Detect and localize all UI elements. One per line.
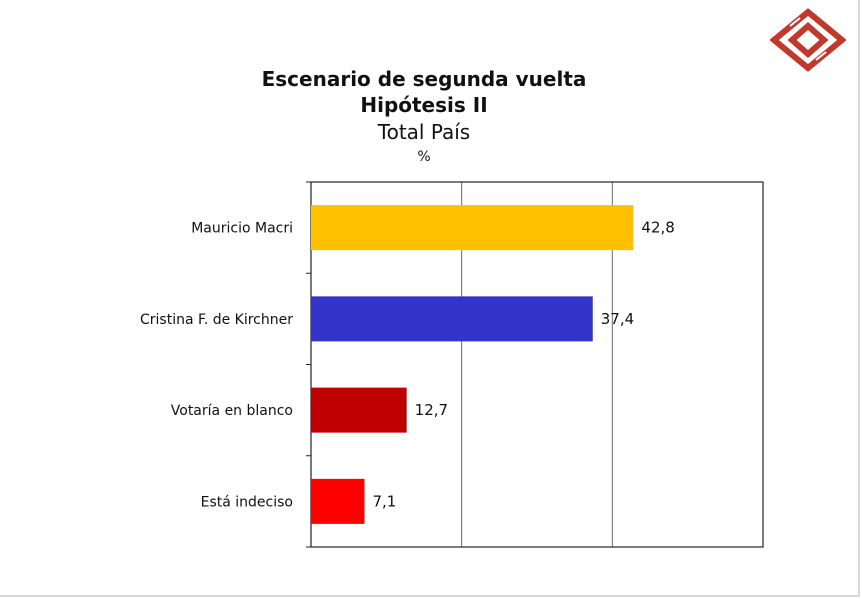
category-label: Cristina F. de Kirchner bbox=[140, 312, 293, 328]
bar bbox=[311, 296, 593, 342]
data-label: 7,1 bbox=[372, 492, 396, 510]
data-label: 12,7 bbox=[415, 401, 448, 419]
chart-subtitle: Hipótesis II bbox=[360, 93, 488, 117]
brand-logo-icon bbox=[770, 8, 846, 72]
category-label: Mauricio Macri bbox=[191, 221, 293, 237]
data-label: 37,4 bbox=[601, 310, 634, 328]
bar bbox=[311, 205, 634, 251]
chart-heading: Escenario de segunda vuelta Hipótesis II… bbox=[200, 66, 648, 166]
category-label: Está indeciso bbox=[201, 494, 293, 510]
chart-title: Escenario de segunda vuelta bbox=[261, 67, 587, 91]
bar bbox=[311, 387, 407, 433]
chart-unit: % bbox=[417, 149, 431, 165]
category-label: Votaría en blanco bbox=[171, 403, 293, 419]
data-label: 42,8 bbox=[641, 219, 674, 237]
bar bbox=[311, 478, 365, 524]
chart-scope: Total País bbox=[377, 120, 471, 144]
